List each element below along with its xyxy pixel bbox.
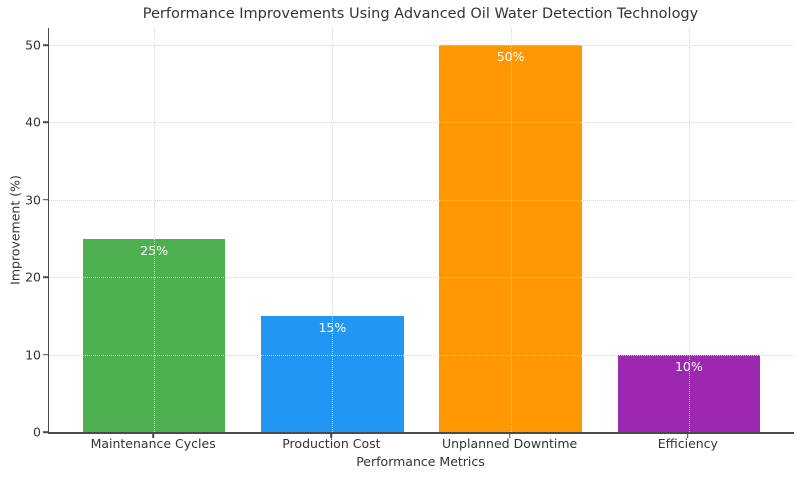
y-tick-label: 30 <box>25 192 41 208</box>
plot-area: 25% 15% 50% 10% <box>48 28 794 434</box>
gridline-vertical <box>332 28 334 432</box>
x-tick-label: Efficiency <box>657 436 718 451</box>
y-tick-label: 10 <box>25 347 41 363</box>
bar-value-label: 10% <box>674 358 703 374</box>
y-tick-label: 20 <box>25 269 41 285</box>
y-tick-mark <box>43 353 48 356</box>
gridline-horizontal <box>49 277 794 279</box>
chart-title: Performance Improvements Using Advanced … <box>142 6 699 22</box>
x-axis-label: Performance Metrics <box>356 454 485 469</box>
bar: 15% <box>261 315 404 432</box>
gridline-horizontal <box>49 122 794 124</box>
x-tick-mark <box>152 433 154 438</box>
gridline-vertical <box>688 28 690 432</box>
x-tick-mark <box>687 433 689 438</box>
y-tick-label: 50 <box>25 37 41 53</box>
gridline-horizontal <box>49 199 794 201</box>
y-tick-mark <box>43 276 48 278</box>
x-tick-label: Maintenance Cycles <box>90 436 216 451</box>
gridline-horizontal <box>49 354 794 356</box>
y-tick-mark <box>43 44 48 46</box>
bar: 10% <box>617 354 761 432</box>
gridline-horizontal <box>49 45 794 47</box>
x-tick-mark <box>508 433 511 438</box>
x-tick-label: Unplanned Downtime <box>441 436 578 451</box>
gridline-vertical <box>154 28 156 432</box>
y-tick-label: 0 <box>33 424 41 440</box>
bar: 50% <box>439 45 582 432</box>
y-tick-label: 40 <box>25 114 41 130</box>
x-tick-mark <box>330 433 333 438</box>
bar-value-label: 15% <box>318 319 347 335</box>
y-tick-mark <box>43 431 48 433</box>
bar-value-label: 50% <box>496 49 525 65</box>
x-tick-label: Production Cost <box>282 436 381 451</box>
y-tick-mark <box>43 199 48 201</box>
gridline-vertical <box>510 28 512 432</box>
y-tick-mark <box>43 121 48 124</box>
